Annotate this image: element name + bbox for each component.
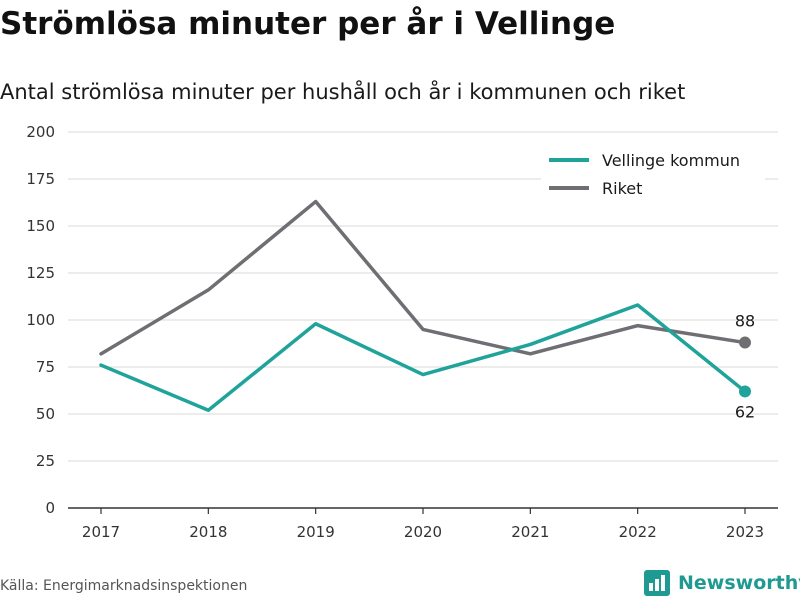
source-note: Källa: Energimarknadsinspektionen <box>0 578 248 594</box>
legend-label: Riket <box>602 179 642 198</box>
series: 62 88 <box>99 199 755 421</box>
x-tick-label: 2023 <box>726 523 764 541</box>
y-tick-label: 75 <box>36 358 55 376</box>
end-point-vellinge <box>739 385 751 398</box>
y-tick-label: 150 <box>26 217 55 235</box>
x-tick-label: 2021 <box>511 523 549 541</box>
x-tick-label: 2017 <box>82 523 120 541</box>
x-tick-label: 2019 <box>297 523 335 541</box>
x-tick-label: 2022 <box>619 523 657 541</box>
legend: Vellinge kommun Riket <box>541 146 765 204</box>
end-label-riket: 88 <box>735 312 755 331</box>
chart-title: Strömlösa minuter per år i Vellinge <box>0 6 616 42</box>
newsworthy-icon <box>644 570 670 596</box>
y-tick-label: 0 <box>45 499 55 517</box>
legend-box <box>541 146 765 204</box>
line-chart: 0 25 50 75 100 125 150 175 200 2017 2018 2019 2020 20… <box>26 123 778 541</box>
x-tick-label: 2020 <box>404 523 442 541</box>
y-tick-label: 200 <box>26 123 55 141</box>
x-tick-label: 2018 <box>189 523 227 541</box>
y-tick-label: 25 <box>36 452 55 470</box>
y-tick-label: 125 <box>26 264 55 282</box>
end-point-riket <box>739 336 751 349</box>
brand-name: Newsworthy <box>678 572 800 594</box>
y-tick-label: 100 <box>26 311 55 329</box>
series-line-riket <box>99 199 747 356</box>
axes: 0 25 50 75 100 125 150 175 200 2017 2018 2019 2020 20… <box>26 123 778 541</box>
y-tick-label: 50 <box>36 405 55 423</box>
y-tick-label: 175 <box>26 170 55 188</box>
series-line-vellinge <box>99 303 747 412</box>
brand-logo: Newsworthy <box>644 568 800 598</box>
legend-label: Vellinge kommun <box>602 151 740 170</box>
chart-subtitle: Antal strömlösa minuter per hushåll och … <box>0 80 686 104</box>
end-label-vellinge: 62 <box>735 402 755 421</box>
